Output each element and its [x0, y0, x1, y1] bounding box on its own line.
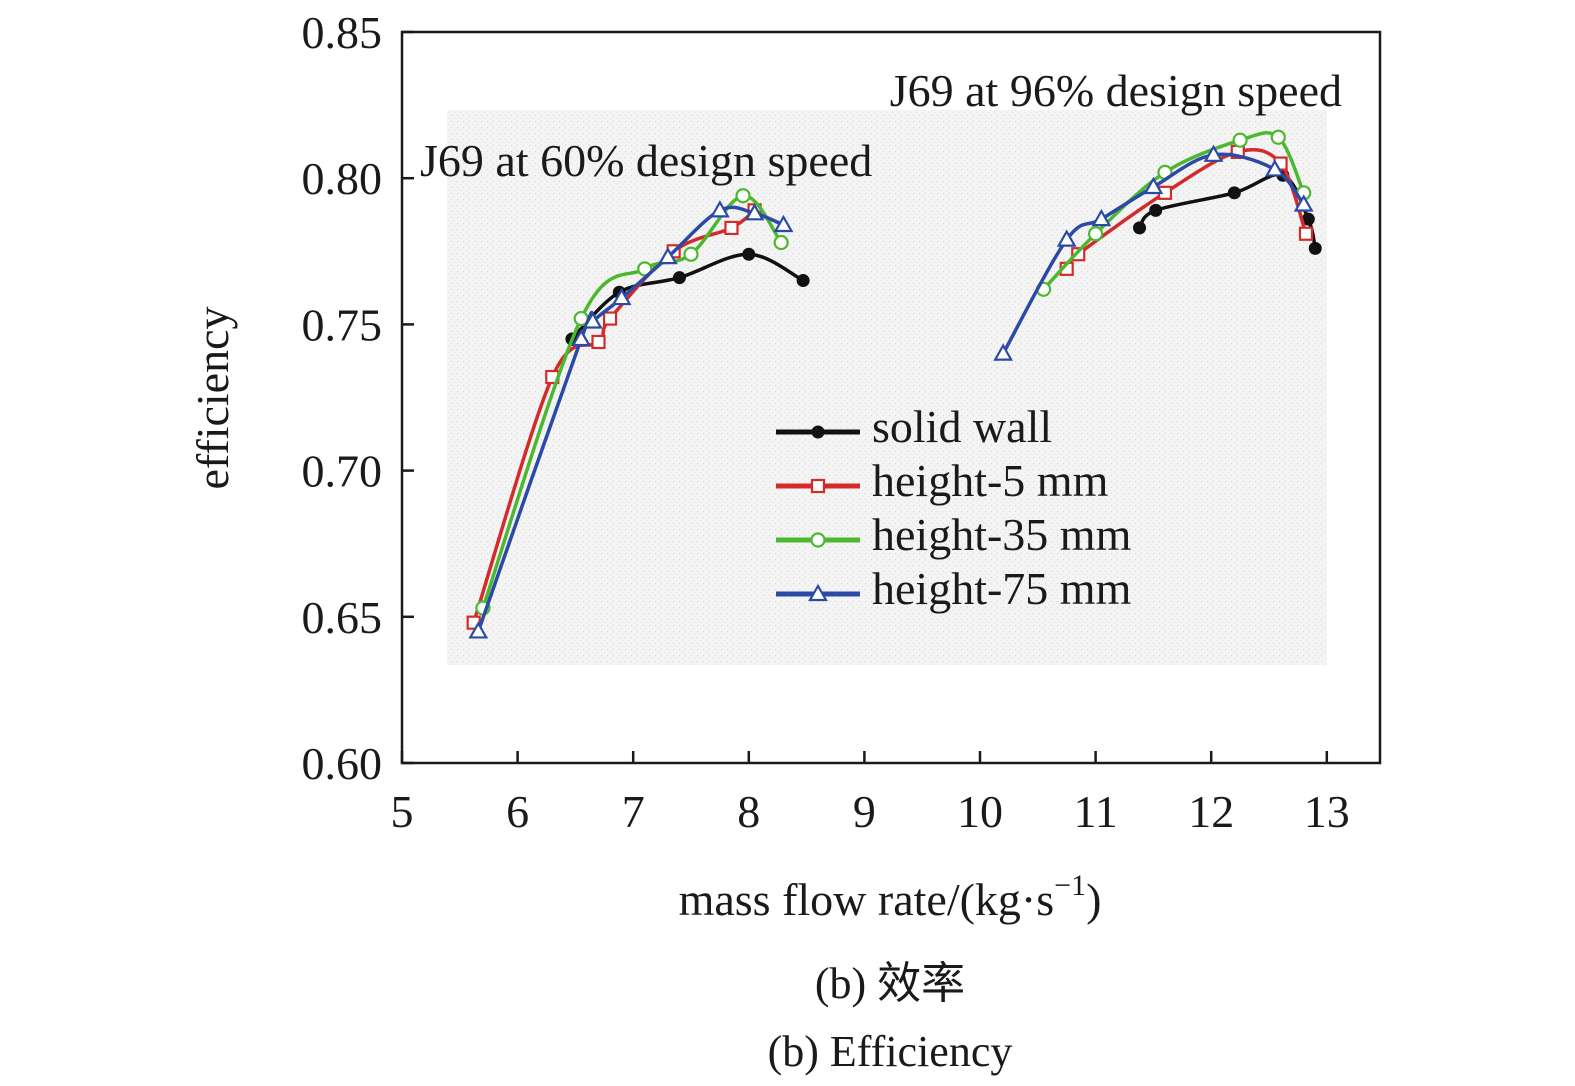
y-tick-label: 0.75	[302, 299, 383, 350]
data-point	[611, 287, 632, 306]
data-point	[1149, 203, 1163, 217]
legend-swatch-marker	[810, 478, 826, 494]
data-point	[571, 328, 592, 347]
legend-label-height-75: height-75 mm	[872, 563, 1132, 614]
x-axis-title-main: mass flow rate/(kg·s	[679, 874, 1055, 925]
data-point	[1087, 226, 1104, 242]
data-point	[1227, 186, 1241, 200]
y-tick-label: 0.65	[302, 592, 383, 643]
data-point	[1071, 247, 1086, 262]
x-axis-title: mass flow rate/(kg·s−1)	[679, 869, 1102, 925]
data-point	[1133, 221, 1147, 235]
series-layer	[466, 129, 1322, 639]
data-point	[1143, 176, 1164, 195]
data-point	[1203, 144, 1224, 162]
data-point	[672, 271, 686, 285]
data-point	[1232, 132, 1248, 148]
y-tick-label: 0.60	[302, 738, 383, 789]
data-point	[1293, 194, 1314, 212]
legend-label-height-35: height-35 mm	[872, 509, 1132, 560]
x-tick-label: 9	[853, 786, 876, 837]
x-axis-title-superscript: −1	[1054, 869, 1086, 902]
data-point	[602, 311, 618, 326]
data-point	[742, 247, 756, 261]
y-axis-title: efficiency	[187, 306, 238, 489]
x-tick-label: 6	[506, 786, 529, 837]
data-point	[1270, 129, 1286, 145]
x-tick-label: 7	[622, 786, 645, 837]
data-point	[637, 261, 653, 277]
x-tick-label: 13	[1304, 786, 1350, 837]
data-point	[1264, 159, 1285, 177]
data-point	[735, 188, 751, 204]
data-point	[993, 343, 1014, 361]
data-point	[582, 311, 603, 329]
data-point	[773, 234, 789, 251]
legend-swatch-marker	[808, 583, 828, 602]
data-point	[796, 274, 810, 288]
data-point	[724, 220, 739, 236]
y-tick-label: 0.85	[302, 7, 383, 58]
data-point	[657, 246, 678, 265]
annotation-60-speed: J69 at 60% design speed	[420, 135, 872, 186]
data-point	[1308, 241, 1322, 255]
data-point	[1056, 229, 1077, 247]
x-tick-label: 5	[391, 786, 414, 837]
data-point	[710, 200, 730, 218]
data-point	[1301, 212, 1315, 226]
caption-english: (b) Efficiency	[768, 1027, 1013, 1076]
y-tick-label: 0.70	[302, 446, 383, 497]
plot-frame	[400, 30, 1382, 765]
data-point	[1091, 208, 1112, 227]
x-tick-label: 8	[737, 786, 760, 837]
x-axis-title-end: )	[1086, 874, 1101, 925]
x-tick-label: 12	[1188, 786, 1234, 837]
data-point	[744, 203, 765, 221]
legend-items	[776, 425, 860, 602]
data-point	[468, 621, 489, 639]
caption-chinese: (b) 效率	[815, 959, 965, 1008]
x-tick-label: 11	[1073, 786, 1117, 837]
data-point	[773, 214, 794, 233]
legend-swatch-marker	[810, 532, 826, 548]
data-point	[683, 246, 699, 262]
legend-label-height-5: height-5 mm	[872, 455, 1109, 506]
series-4	[468, 144, 1314, 639]
legend-label-solid-wall: solid wall	[872, 401, 1052, 452]
legend: solid wall height-5 mm height-35 mm heig…	[776, 401, 1132, 614]
legend-swatch-marker	[811, 425, 825, 439]
y-tick-label: 0.80	[302, 153, 383, 204]
y-axis: 0.60 0.65 0.70 0.75 0.80 0.85	[302, 7, 414, 789]
x-axis: 5 6 7 8 9 10 11 12 13	[391, 751, 1350, 837]
x-tick-label: 10	[957, 786, 1003, 837]
annotation-96-speed: J69 at 96% design speed	[890, 65, 1342, 116]
data-point	[1298, 226, 1314, 241]
data-point	[591, 334, 606, 350]
